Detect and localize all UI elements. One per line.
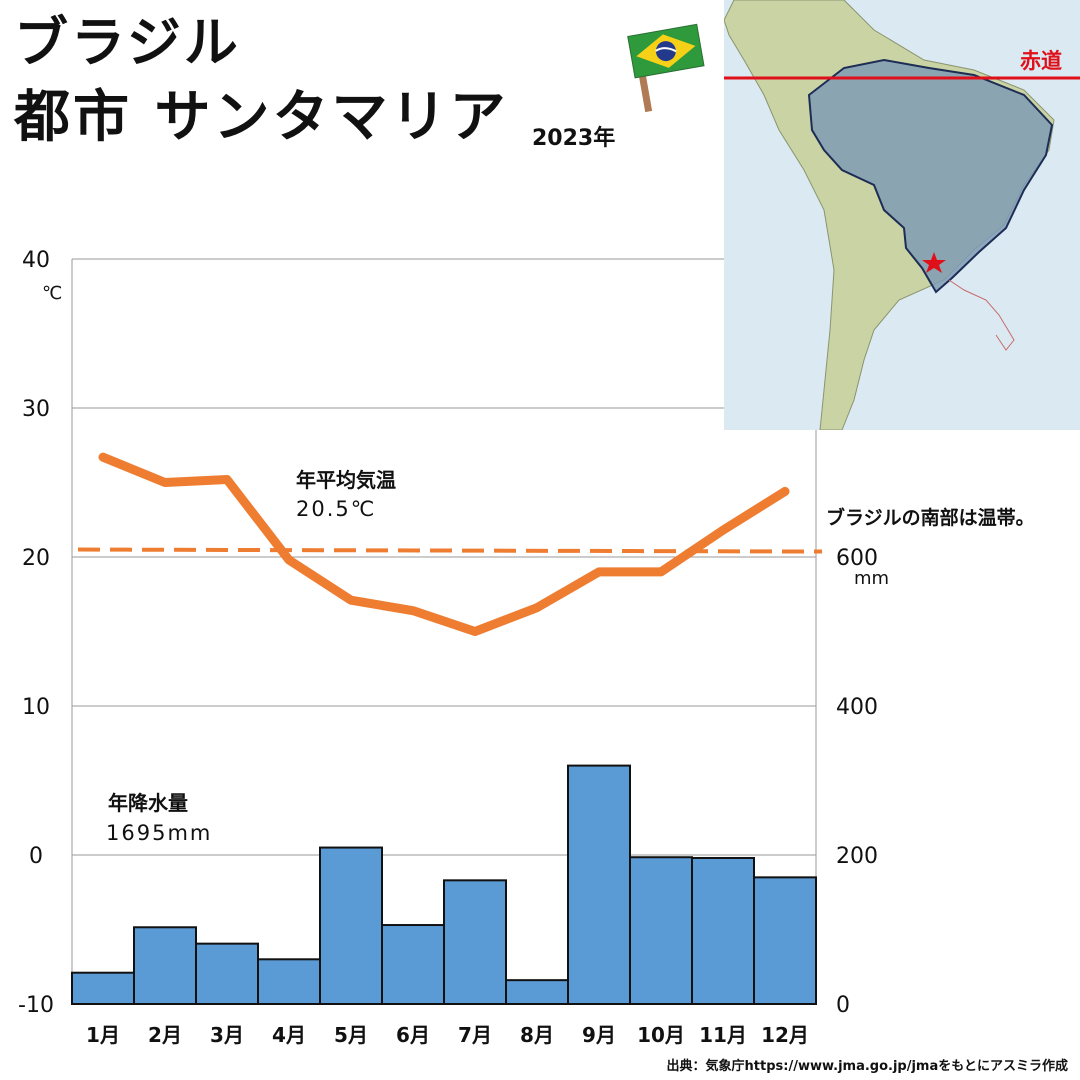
temperature-series	[98, 452, 790, 636]
brazil-region	[807, 58, 1054, 294]
precip-bar	[195, 942, 259, 1006]
temp-average-label: 年平均気温	[296, 468, 396, 492]
climate-note: ブラジルの南部は温帯。	[826, 506, 1035, 529]
precip-total-label: 年降水量	[108, 791, 188, 815]
right-tick-label: 600	[836, 546, 878, 571]
month-label: 10月	[637, 1023, 685, 1047]
precip-bar	[257, 958, 321, 1005]
month-label: 4月	[272, 1023, 306, 1047]
location-star-icon	[922, 252, 946, 273]
left-axis-ticks: 40 30 20 10 0 -10	[18, 248, 54, 1018]
left-tick-label: 10	[22, 695, 50, 720]
right-tick-label: 400	[836, 695, 878, 720]
right-tick-label: 200	[836, 844, 878, 869]
average-temp-dashed-line	[77, 547, 823, 554]
month-label: 5月	[334, 1023, 368, 1047]
precip-bar	[567, 764, 631, 1005]
left-axis-unit: ℃	[42, 283, 62, 304]
right-tick-label: 0	[836, 993, 850, 1018]
precip-bar	[71, 971, 135, 1006]
month-label: 8月	[520, 1023, 554, 1047]
month-labels: 1月 2月 3月 4月 5月 6月 7月 8月 9月 10月 11月 12月	[86, 1023, 809, 1047]
month-label: 7月	[458, 1023, 492, 1047]
month-label: 2月	[148, 1023, 182, 1047]
precip-bar	[133, 926, 197, 1006]
precip-bar	[443, 879, 507, 1006]
month-label: 3月	[210, 1023, 244, 1047]
right-axis-ticks: 600 400 200 0	[836, 546, 878, 1018]
precip-bar	[381, 924, 445, 1006]
month-label: 11月	[699, 1023, 747, 1047]
left-tick-label: 0	[29, 844, 43, 869]
city-title: 都市 サンタマリア	[14, 85, 509, 150]
left-tick-label: 20	[22, 546, 50, 571]
precip-total-value: 1695mm	[106, 821, 212, 845]
month-label: 6月	[396, 1023, 430, 1047]
year-label: 2023年	[532, 126, 616, 151]
brazil-flag-icon	[627, 23, 705, 113]
precip-bar	[319, 846, 383, 1005]
left-tick-label: 30	[22, 397, 50, 422]
precipitation-bars	[71, 764, 817, 1006]
south-america-map: 赤道	[724, 0, 1080, 430]
month-label: 12月	[761, 1023, 809, 1047]
precip-bar	[629, 856, 693, 1005]
precip-bar	[505, 979, 569, 1005]
month-label: 1月	[86, 1023, 120, 1047]
precip-bar	[691, 856, 755, 1005]
average-temperature-line	[77, 547, 823, 554]
temperature-line	[98, 452, 790, 636]
equator-label: 赤道	[1020, 49, 1062, 73]
source-credit: 出典：気象庁https://www.jma.go.jp/jmaをもとにアスミラ作…	[666, 1059, 1068, 1074]
left-tick-label: 40	[22, 248, 50, 273]
month-label: 9月	[582, 1023, 616, 1047]
temp-average-value: 20.5℃	[296, 497, 376, 521]
precip-bar	[753, 876, 817, 1005]
left-tick-label: -10	[18, 993, 54, 1018]
page-title: ブラジル	[14, 11, 241, 74]
right-axis-unit: mm	[854, 568, 889, 589]
